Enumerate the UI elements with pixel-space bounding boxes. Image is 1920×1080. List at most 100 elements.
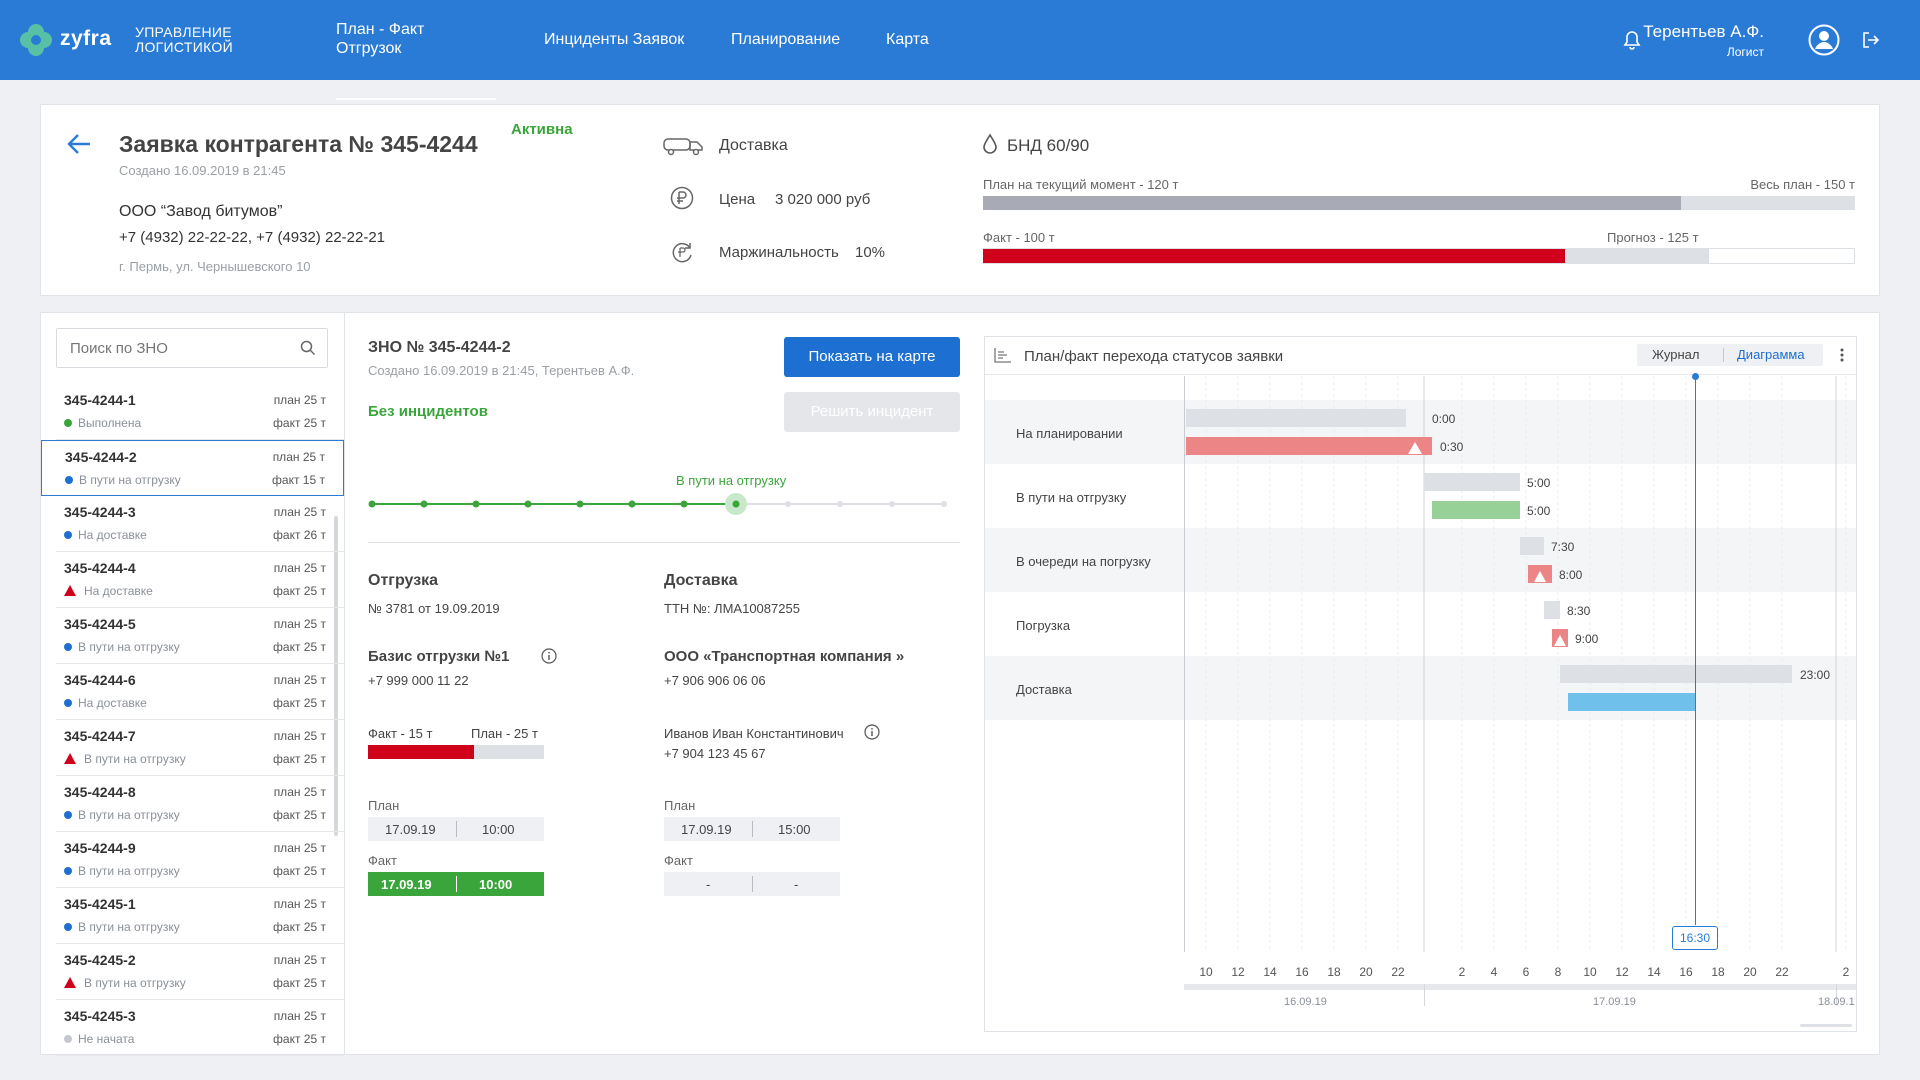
time-tick: 14	[1647, 965, 1661, 979]
time-tick: 22	[1391, 965, 1405, 979]
show-on-map-button[interactable]: Показать на карте	[784, 337, 960, 377]
list-item[interactable]: 345-4244-3 На доставке план 25 т факт 26 т	[56, 496, 344, 552]
list-item-fact: факт 25 т	[273, 640, 326, 654]
gantt-scrollbar[interactable]	[1800, 1024, 1852, 1027]
list-item-id: 345-4245-2	[64, 952, 136, 968]
time-tick: 20	[1359, 965, 1373, 979]
list-item-status: Выполнена	[64, 416, 141, 430]
tab-journal[interactable]: Журнал	[1652, 347, 1700, 362]
status-dot	[64, 811, 72, 819]
bar-planning-plan[interactable]	[1186, 409, 1406, 427]
warning-icon	[64, 585, 76, 596]
progress-step	[628, 500, 636, 508]
list-item-id: 345-4244-4	[64, 560, 136, 576]
search-input[interactable]	[70, 338, 290, 358]
avatar-icon[interactable]	[1808, 24, 1840, 56]
list-item[interactable]: 345-4244-4 На доставке план 25 т факт 25 т	[56, 552, 344, 608]
bar-queue-plan[interactable]	[1520, 537, 1544, 555]
status-text: На доставке	[78, 528, 147, 542]
info-icon[interactable]	[541, 648, 557, 664]
list-item-id: 345-4244-9	[64, 840, 136, 856]
status-dot	[64, 699, 72, 707]
list-item[interactable]: 345-4244-7 В пути на отгрузку план 25 т фак…	[56, 720, 344, 776]
status-text: Выполнена	[78, 416, 142, 430]
time-tick: 2	[1842, 965, 1850, 979]
time-tick: 16	[1295, 965, 1309, 979]
list-item-status: На доставке	[64, 584, 153, 598]
carrier-name: ООО «Транспортная компания »	[664, 648, 905, 665]
order-title: Заявка контрагента № 345-4244	[119, 131, 478, 157]
progress-step	[680, 500, 688, 508]
driver-info-icon[interactable]	[864, 724, 880, 740]
list-item-fact: факт 25 т	[273, 808, 326, 822]
progress-step	[368, 500, 376, 508]
detail-divider	[368, 542, 960, 543]
ttn-number: ТТН №: ЛМА10087255	[664, 601, 800, 616]
now-line	[1695, 376, 1696, 925]
bar-to-loading-fact[interactable]	[1432, 501, 1520, 519]
plan-now-label: План на текущий момент - 120 т	[983, 177, 1179, 192]
shipment-number: № 3781 от 19.09.2019	[368, 601, 500, 616]
bar-loading-plan[interactable]	[1544, 601, 1560, 619]
list-item[interactable]: 345-4244-8 В пути на отгрузку план 25 т фак…	[56, 776, 344, 832]
tab-diagram[interactable]: Диаграмма	[1737, 347, 1805, 362]
bar-planning-fact[interactable]	[1186, 437, 1432, 455]
row-label-planning: На планировании	[1016, 426, 1123, 441]
list-item-id: 345-4244-1	[64, 392, 136, 408]
list-item[interactable]: 345-4244-6 На доставке план 25 т факт 25 т	[56, 664, 344, 720]
list-item-plan: план 25 т	[273, 673, 326, 687]
nav-map[interactable]: Карта	[886, 31, 929, 48]
drop-icon	[983, 133, 997, 154]
bar-delivery-fact[interactable]	[1568, 693, 1696, 711]
list-item-id: 345-4244-2	[65, 449, 137, 465]
incident-status: Без инцидентов	[368, 403, 488, 420]
list-item[interactable]: 345-4244-2 В пути на отгрузку план 25 т фак…	[41, 440, 344, 496]
nav-plan-fact[interactable]: План - Факт Отгрузок	[336, 20, 496, 100]
date-axis-band	[1184, 984, 1856, 990]
driver-name: Иванов Иван Константинович	[664, 726, 844, 741]
list-item[interactable]: 345-4245-2 В пути на отгрузку план 25 т фак…	[56, 944, 344, 1000]
resolve-incident-button[interactable]: Решить инцидент	[784, 392, 960, 432]
list-item-status: В пути на отгрузку	[64, 976, 186, 990]
plan-now-bar	[983, 196, 1681, 210]
left-fact-time: 10:00	[479, 877, 513, 892]
nav-incidents[interactable]: Инциденты Заявок	[544, 31, 685, 48]
list-item[interactable]: 345-4245-3 Не начата план 25 т факт 25 т	[56, 1000, 344, 1056]
list-item[interactable]: 345-4245-1 В пути на отгрузку план 25 т фак…	[56, 888, 344, 944]
bar-delivery-plan[interactable]	[1560, 665, 1792, 683]
list-item-plan: план 25 т	[273, 505, 326, 519]
list-item[interactable]: 345-4244-1 Выполнена план 25 т факт 25 т	[56, 384, 344, 440]
base-name: Базис отгрузки №1	[368, 648, 510, 665]
list-scrollbar[interactable]	[334, 516, 338, 836]
list-item-plan: план 25 т	[273, 897, 326, 911]
search-icon[interactable]	[300, 340, 316, 356]
logout-icon[interactable]	[1862, 31, 1880, 49]
list-item[interactable]: 345-4244-9 В пути на отгрузку план 25 т фак…	[56, 832, 344, 888]
nav-planning[interactable]: Планирование	[731, 31, 841, 48]
list-item-plan: план 25 т	[273, 617, 326, 631]
more-icon[interactable]	[1840, 347, 1844, 363]
zno-created: Создано 16.09.2019 в 21:45, Терентьев А.…	[368, 363, 635, 378]
right-fact-date: -	[706, 877, 711, 892]
list-item-plan: план 25 т	[273, 561, 326, 575]
warning-icon	[64, 977, 76, 988]
order-phones: +7 (4932) 22-22-22, +7 (4932) 22-22-21	[119, 229, 386, 246]
status-dot	[65, 476, 73, 484]
bell-icon[interactable]	[1623, 30, 1641, 50]
price-value: 3 020 000 руб	[775, 191, 871, 208]
shipment-plan-label: План - 25 т	[471, 726, 538, 741]
progress-step	[837, 501, 843, 507]
progress-current-label: В пути на отгрузку	[676, 473, 787, 488]
status-dot	[64, 419, 72, 427]
time-label: 8:30	[1567, 604, 1591, 618]
list-item[interactable]: 345-4244-5 В пути на отгрузку план 25 т фак…	[56, 608, 344, 664]
back-arrow-icon[interactable]	[66, 132, 92, 156]
row-label-loading: Погрузка	[1016, 618, 1071, 633]
time-tick: 4	[1490, 965, 1498, 979]
date-label: 18.09.1	[1818, 996, 1855, 1008]
time-tick: 18	[1327, 965, 1341, 979]
gantt-grid	[1205, 376, 1847, 952]
bar-to-loading-plan[interactable]	[1424, 473, 1520, 491]
progress-step	[576, 500, 584, 508]
progress-step	[472, 500, 480, 508]
